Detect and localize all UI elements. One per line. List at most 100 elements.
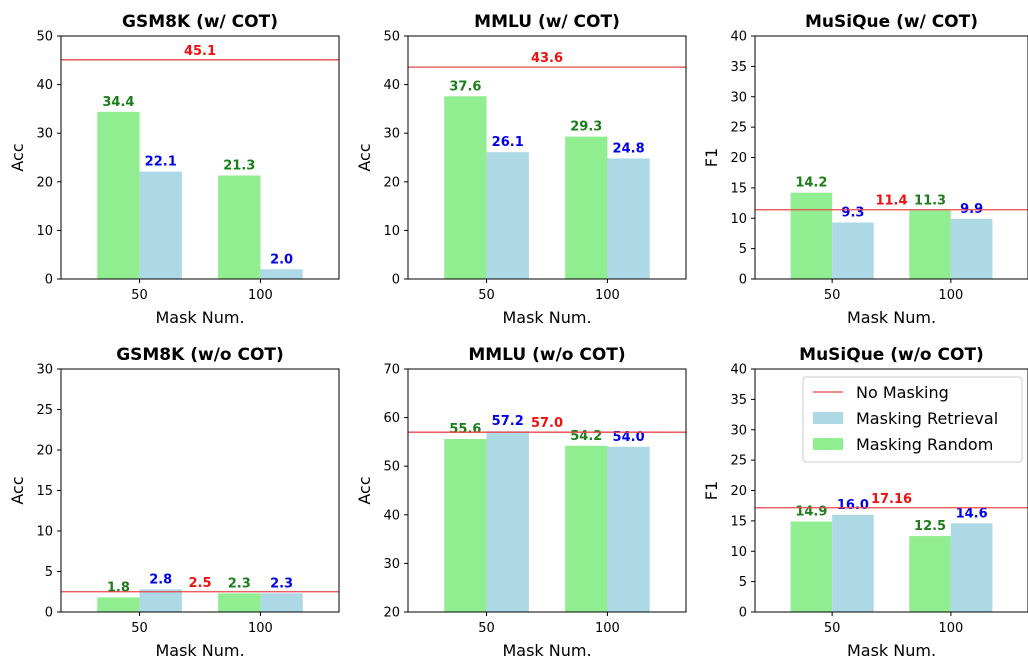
y-axis-label: Acc: [355, 476, 374, 504]
y-tick-label: 0: [739, 606, 747, 621]
x-tick-label: 50: [824, 621, 841, 636]
data-label-random-50: 55.6: [449, 422, 481, 437]
data-label-random-50: 37.6: [449, 79, 481, 94]
y-tick-label: 15: [730, 181, 747, 196]
y-tick-label: 25: [730, 454, 747, 469]
y-tick-label: 50: [383, 460, 400, 475]
bar-random-50: [444, 96, 487, 279]
data-label-retrieval-100: 54.0: [613, 430, 645, 445]
x-axis-label: Mask Num.: [155, 641, 244, 657]
x-tick-label: 50: [478, 288, 495, 303]
data-label-random-100: 12.5: [914, 519, 946, 534]
bar-random-50: [97, 111, 140, 279]
x-tick-label: 50: [824, 288, 841, 303]
data-label-retrieval-100: 2.0: [270, 252, 293, 267]
data-label-random-50: 34.4: [102, 95, 134, 110]
chart-panel-2: MMLU (w/ COT) 37.6 26.1 29.3 24.8 43.6 0 10 20 30…: [355, 12, 687, 327]
y-tick-label: 30: [36, 363, 53, 378]
bar-retrieval-50: [832, 222, 874, 279]
data-label-random-100: 11.3: [914, 193, 946, 208]
y-tick-label: 10: [36, 224, 53, 239]
y-tick-label: 10: [730, 212, 747, 227]
bar-retrieval-100: [260, 269, 303, 279]
y-tick-label: 30: [383, 127, 400, 142]
chart-panel-1: GSM8K (w/ COT) 34.4 22.1 21.3 2.0 45.1 0 10 20 30…: [8, 12, 340, 327]
x-tick-label: 100: [938, 288, 963, 303]
y-tick-label: 5: [739, 575, 747, 590]
data-label-retrieval-50: 26.1: [492, 135, 524, 150]
data-label-random-50: 14.9: [795, 504, 827, 519]
x-tick-label: 100: [248, 621, 273, 636]
legend-label-retrieval: Masking Retrieval: [856, 409, 998, 428]
data-label-retrieval-100: 2.3: [270, 576, 293, 591]
bar-random-50: [444, 438, 487, 612]
baseline-label: 57.0: [531, 416, 563, 431]
data-label-random-100: 21.3: [223, 158, 255, 173]
y-tick-label: 20: [36, 175, 53, 190]
axes-frame: [60, 35, 340, 280]
x-axis-label: Mask Num.: [847, 641, 936, 657]
y-tick-label: 35: [730, 393, 747, 408]
legend: No Masking Masking Retrieval Masking Rando…: [802, 376, 1023, 463]
chart-title: MMLU (w/ COT): [474, 12, 620, 32]
y-tick-label: 15: [36, 484, 53, 499]
bar-random-50: [790, 192, 833, 279]
y-tick-label: 50: [383, 30, 400, 45]
axes-frame: [407, 368, 687, 613]
bar-random-100: [565, 136, 608, 279]
y-axis-label: F1: [702, 148, 721, 167]
y-tick-label: 30: [730, 423, 747, 438]
legend-swatch-random: [813, 438, 843, 450]
bar-retrieval-100: [950, 218, 993, 279]
y-tick-label: 25: [36, 403, 53, 418]
data-label-random-100: 29.3: [570, 120, 602, 135]
y-tick-label: 0: [392, 273, 400, 288]
bar-random-50: [97, 597, 140, 612]
baseline-label: 2.5: [188, 576, 211, 591]
bar-retrieval-100: [607, 446, 650, 612]
baseline-label: 17.16: [871, 492, 912, 507]
x-tick-label: 100: [595, 621, 620, 636]
legend-label-baseline: No Masking: [856, 383, 949, 402]
y-tick-label: 25: [730, 121, 747, 136]
legend-swatch-retrieval: [813, 412, 843, 424]
y-axis-label: F1: [702, 481, 721, 500]
y-tick-label: 40: [730, 363, 747, 378]
bar-retrieval-100: [607, 158, 650, 279]
chart-title: MuSiQue (w/o COT): [799, 345, 984, 365]
legend-label-random: Masking Random: [856, 435, 993, 454]
x-tick-label: 50: [131, 288, 148, 303]
bar-random-100: [909, 210, 951, 279]
baseline-label: 43.6: [531, 51, 563, 66]
y-tick-label: 10: [383, 224, 400, 239]
chart-title: GSM8K (w/o COT): [116, 345, 284, 365]
baseline-label: 45.1: [184, 44, 216, 59]
data-label-retrieval-50: 2.8: [149, 572, 172, 587]
data-label-random-50: 14.2: [795, 176, 827, 191]
bar-random-100: [218, 175, 261, 279]
y-tick-label: 70: [383, 363, 400, 378]
x-axis-label: Mask Num.: [502, 308, 591, 327]
x-tick-label: 100: [248, 288, 273, 303]
bar-retrieval-50: [486, 431, 529, 612]
y-tick-label: 30: [730, 90, 747, 105]
y-tick-label: 5: [45, 565, 53, 580]
y-tick-label: 40: [730, 30, 747, 45]
y-tick-label: 0: [739, 273, 747, 288]
y-tick-label: 60: [383, 411, 400, 426]
bar-retrieval-50: [139, 589, 182, 612]
chart-panel-5: MMLU (w/o COT) 55.6 57.2 54.2 54.0 57.0 20 30 40…: [355, 345, 687, 657]
y-tick-label: 20: [730, 151, 747, 166]
x-axis-label: Mask Num.: [155, 308, 244, 327]
legend-box: [802, 376, 1023, 463]
y-tick-label: 30: [36, 127, 53, 142]
chart-panel-3: MuSiQue (w/ COT)14.29.311.39.911.4051015…: [702, 12, 1028, 327]
data-label-retrieval-50: 16.0: [837, 498, 869, 513]
y-tick-label: 40: [383, 78, 400, 93]
y-tick-label: 35: [730, 60, 747, 75]
chart-panel-6: MuSiQue (w/o COT) 14.9 16.0 12.5 14.6 17.16 0 5…: [702, 345, 1028, 657]
bar-retrieval-100: [260, 593, 303, 612]
y-tick-label: 20: [383, 175, 400, 190]
y-tick-label: 40: [383, 508, 400, 523]
